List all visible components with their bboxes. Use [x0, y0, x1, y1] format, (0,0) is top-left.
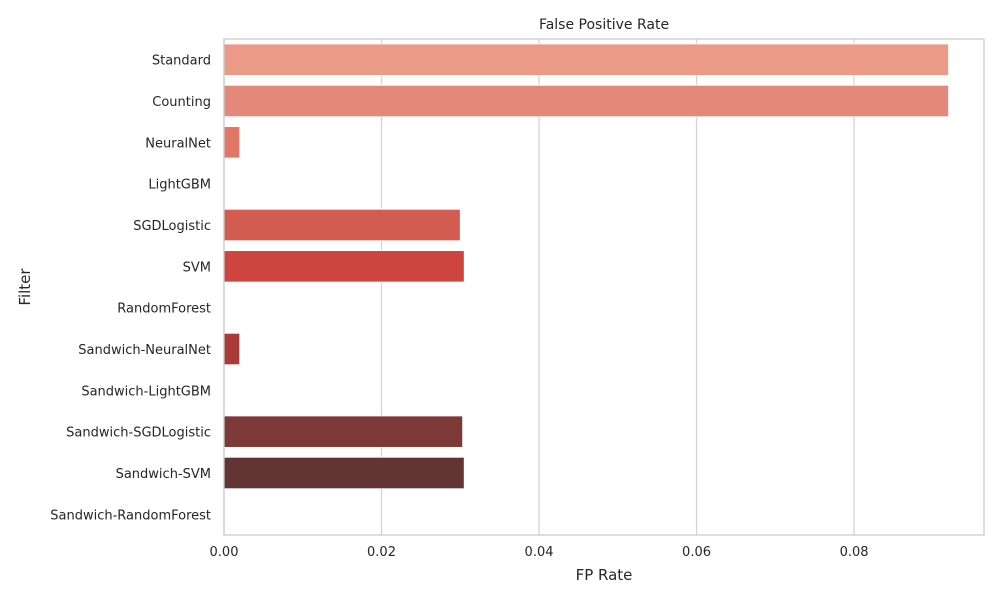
x-tick-label: 0.04	[525, 545, 554, 560]
category-label: NeuralNet	[145, 136, 211, 151]
bar	[223, 43, 949, 76]
category-label: SVM	[183, 260, 211, 275]
plot-frame	[223, 38, 985, 536]
x-tick-label: 0.00	[210, 545, 239, 560]
bar	[223, 456, 465, 490]
x-tick-labels: 0.00 0.02 0.04 0.06 0.08	[210, 545, 869, 560]
category-label: Sandwich-SGDLogistic	[66, 426, 211, 441]
bar	[223, 84, 949, 118]
category-label: RandomForest	[117, 302, 211, 317]
x-tick-label: 0.06	[682, 545, 711, 560]
category-label: Sandwich-SVM	[116, 467, 211, 482]
category-labels: Standard Counting NeuralNet LightGBM SGDLogi…	[50, 54, 211, 524]
x-tick-label: 0.02	[367, 545, 396, 560]
bar	[223, 250, 465, 283]
category-label: Sandwich-NeuralNet	[78, 343, 211, 358]
category-label: Standard	[152, 54, 211, 69]
category-label: Sandwich-LightGBM	[81, 384, 211, 399]
category-label: LightGBM	[148, 178, 211, 193]
bar	[223, 415, 464, 448]
bar	[223, 126, 241, 159]
bar	[223, 332, 241, 366]
y-axis-label: Filter	[16, 268, 34, 306]
x-tick-label: 0.08	[840, 545, 869, 560]
chart-title: False Positive Rate	[539, 17, 669, 33]
category-label: Sandwich-RandomForest	[50, 508, 211, 523]
x-axis-label: FP Rate	[576, 566, 633, 584]
bar	[223, 208, 461, 242]
category-label: SGDLogistic	[133, 219, 211, 234]
category-label: Counting	[152, 95, 211, 110]
